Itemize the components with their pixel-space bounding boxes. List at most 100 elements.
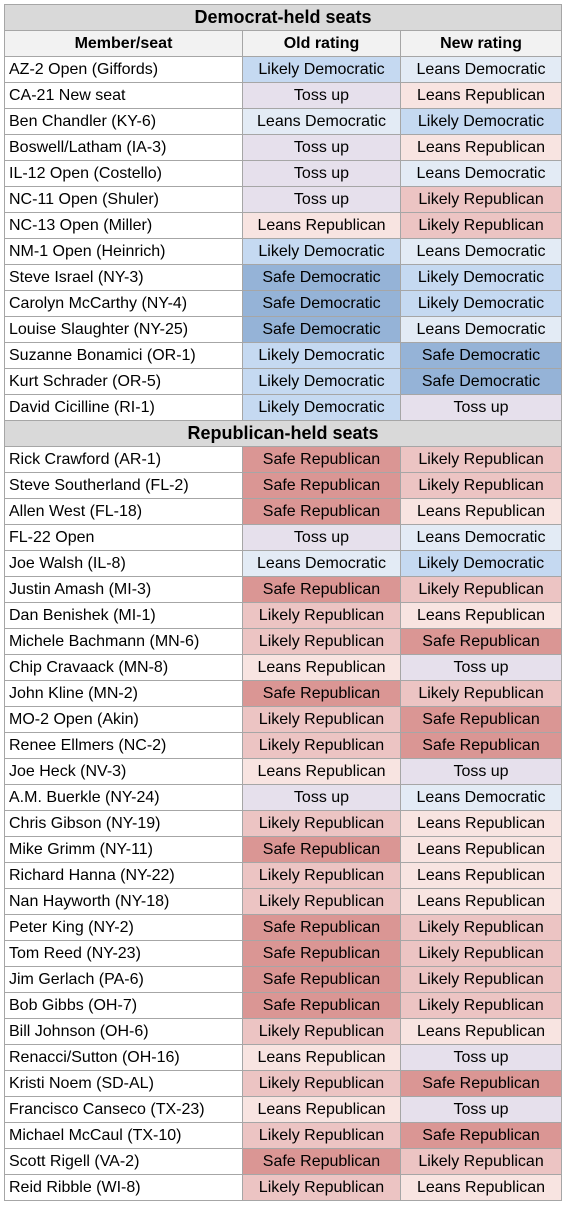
rating-cell: Likely Republican — [242, 628, 401, 655]
rating-cell: Likely Republican — [242, 1122, 401, 1149]
seat-row: NC-11 Open (Shuler) Toss up Likely Republi… — [4, 186, 563, 213]
rating-cell: Safe Republican — [242, 966, 401, 993]
rating-cell: Leans Republican — [242, 758, 401, 785]
seat-row: CA-21 New seat Toss up Leans Republican — [4, 82, 563, 109]
seat-row: A.M. Buerkle (NY-24) Toss up Leans Democra… — [4, 784, 563, 811]
member-cell: Joe Walsh (IL-8) — [4, 550, 243, 577]
rating-cell: Safe Republican — [399, 706, 563, 733]
member-cell: Carolyn McCarthy (NY-4) — [4, 290, 243, 317]
section-title: Republican-held seats — [3, 420, 563, 447]
rating-cell: Leans Republican — [399, 810, 563, 837]
rating-cell: Toss up — [242, 186, 401, 213]
member-cell: Nan Hayworth (NY-18) — [4, 888, 243, 915]
rating-cell: Leans Democratic — [242, 550, 401, 577]
seat-row: Kurt Schrader (OR-5) Likely Democratic Saf… — [4, 368, 563, 395]
rating-cell: Leans Democratic — [399, 316, 563, 343]
rating-cell: Leans Republican — [399, 862, 563, 889]
rating-cell: Leans Democratic — [399, 160, 563, 187]
member-cell: Boswell/Latham (IA-3) — [4, 134, 243, 161]
table-body: Democrat-held seats Member/seat Old rating… — [3, 4, 563, 1201]
rating-cell: Safe Democratic — [242, 264, 401, 291]
rating-cell: Safe Republican — [242, 498, 401, 525]
rating-cell: Leans Democratic — [399, 56, 563, 83]
seat-row: Ben Chandler (KY-6) Leans Democratic Likel… — [4, 108, 563, 135]
rating-cell: Leans Republican — [399, 602, 563, 629]
rating-cell: Likely Democratic — [399, 550, 563, 577]
seat-row: Joe Walsh (IL-8) Leans Democratic Likely D… — [4, 550, 563, 577]
rating-cell: Likely Republican — [399, 966, 563, 993]
seat-row: Steve Israel (NY-3) Safe Democratic Likely… — [4, 264, 563, 291]
rating-cell: Likely Republican — [242, 888, 401, 915]
rating-cell: Likely Republican — [399, 186, 563, 213]
rating-cell: Likely Democratic — [399, 290, 563, 317]
member-cell: FL-22 Open — [4, 524, 243, 551]
member-cell: Chip Cravaack (MN-8) — [4, 654, 243, 681]
seat-row: John Kline (MN-2) Safe Republican Likely R… — [4, 680, 563, 707]
rating-cell: Likely Republican — [242, 862, 401, 889]
rating-cell: Likely Republican — [399, 576, 563, 603]
seat-row: Peter King (NY-2) Safe Republican Likely R… — [4, 914, 563, 941]
member-cell: David Cicilline (RI-1) — [4, 394, 243, 421]
rating-cell: Likely Democratic — [242, 342, 401, 369]
seat-row: Louise Slaughter (NY-25) Safe Democratic L… — [4, 316, 563, 343]
member-cell: Justin Amash (MI-3) — [4, 576, 243, 603]
rating-cell: Leans Republican — [242, 1096, 401, 1123]
rating-cell: Leans Republican — [399, 134, 563, 161]
seat-row: NM-1 Open (Heinrich) Likely Democratic Lea… — [4, 238, 563, 265]
seat-row: David Cicilline (RI-1) Likely Democratic T… — [4, 394, 563, 421]
rating-cell: Toss up — [399, 758, 563, 785]
member-cell: Peter King (NY-2) — [4, 914, 243, 941]
member-cell: CA-21 New seat — [4, 82, 243, 109]
seat-row: Allen West (FL-18) Safe Republican Leans R… — [4, 498, 563, 525]
seat-row: Nan Hayworth (NY-18) Likely Republican Lea… — [4, 888, 563, 915]
rating-cell: Likely Democratic — [242, 238, 401, 265]
seat-row: AZ-2 Open (Giffords) Likely Democratic Lea… — [4, 56, 563, 83]
rating-cell: Likely Democratic — [242, 56, 401, 83]
rating-cell: Likely Democratic — [399, 264, 563, 291]
rating-cell: Toss up — [399, 394, 563, 421]
header-row: Member/seat Old rating New rating — [4, 30, 563, 57]
member-cell: Steve Israel (NY-3) — [4, 264, 243, 291]
seat-row: FL-22 Open Toss up Leans Democratic — [4, 524, 563, 551]
section-title: Democrat-held seats — [3, 4, 563, 31]
rating-cell: Likely Republican — [399, 680, 563, 707]
rating-cell: Toss up — [399, 1044, 563, 1071]
seat-row: Mike Grimm (NY-11) Safe Republican Leans R… — [4, 836, 563, 863]
seat-row: NC-13 Open (Miller) Leans Republican Likel… — [4, 212, 563, 239]
member-cell: Joe Heck (NV-3) — [4, 758, 243, 785]
member-cell: Ben Chandler (KY-6) — [4, 108, 243, 135]
rating-cell: Safe Republican — [242, 472, 401, 499]
member-cell: Allen West (FL-18) — [4, 498, 243, 525]
rating-cell: Likely Democratic — [242, 368, 401, 395]
rating-cell: Likely Republican — [399, 212, 563, 239]
member-cell: Jim Gerlach (PA-6) — [4, 966, 243, 993]
rating-cell: Safe Republican — [242, 836, 401, 863]
member-cell: Kristi Noem (SD-AL) — [4, 1070, 243, 1097]
rating-cell: Toss up — [399, 1096, 563, 1123]
rating-cell: Leans Republican — [242, 654, 401, 681]
rating-cell: Safe Republican — [399, 1070, 563, 1097]
rating-cell: Likely Republican — [242, 1174, 401, 1201]
rating-cell: Likely Republican — [242, 706, 401, 733]
rating-cell: Likely Democratic — [242, 394, 401, 421]
member-cell: Suzanne Bonamici (OR-1) — [4, 342, 243, 369]
member-cell: Bob Gibbs (OH-7) — [4, 992, 243, 1019]
member-cell: Dan Benishek (MI-1) — [4, 602, 243, 629]
seat-row: Suzanne Bonamici (OR-1) Likely Democratic… — [4, 342, 563, 369]
member-cell: Tom Reed (NY-23) — [4, 940, 243, 967]
member-cell: MO-2 Open (Akin) — [4, 706, 243, 733]
section-row: Republican-held seats — [3, 420, 563, 447]
seat-row: Tom Reed (NY-23) Safe Republican Likely Re… — [4, 940, 563, 967]
seat-row: Justin Amash (MI-3) Safe Republican Likely… — [4, 576, 563, 603]
member-cell: Renacci/Sutton (OH-16) — [4, 1044, 243, 1071]
seat-row: Dan Benishek (MI-1) Likely Republican Lean… — [4, 602, 563, 629]
column-header: Member/seat — [4, 30, 243, 57]
member-cell: NC-11 Open (Shuler) — [4, 186, 243, 213]
rating-cell: Safe Democratic — [242, 290, 401, 317]
rating-cell: Safe Republican — [399, 628, 563, 655]
rating-cell: Toss up — [242, 82, 401, 109]
rating-cell: Likely Democratic — [399, 108, 563, 135]
seat-row: Joe Heck (NV-3) Leans Republican Toss up — [4, 758, 563, 785]
seat-row: Renee Ellmers (NC-2) Likely Republican Saf… — [4, 732, 563, 759]
